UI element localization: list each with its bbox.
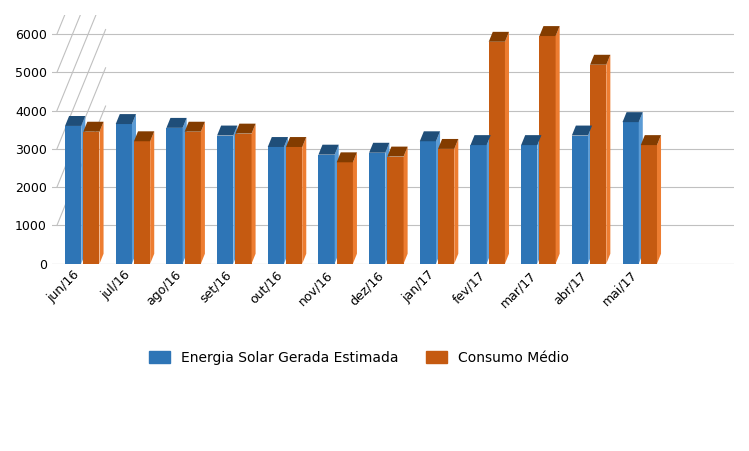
Bar [166,128,183,264]
Polygon shape [470,135,491,145]
Polygon shape [369,143,389,153]
Bar [622,122,639,264]
Bar [369,153,385,264]
Polygon shape [622,112,643,122]
Polygon shape [235,124,255,133]
Polygon shape [286,137,306,147]
Bar [217,135,233,264]
Polygon shape [419,131,440,141]
Polygon shape [639,112,643,264]
Polygon shape [267,137,288,147]
Bar [185,132,201,264]
Polygon shape [539,26,560,36]
Polygon shape [115,114,136,124]
Bar [235,133,252,264]
Polygon shape [488,32,509,42]
Polygon shape [284,137,288,264]
Polygon shape [505,32,509,264]
Polygon shape [166,118,187,128]
Polygon shape [65,116,85,126]
Bar [387,156,404,264]
Bar [539,36,556,264]
Polygon shape [183,118,187,264]
Polygon shape [185,122,205,132]
Bar [267,147,284,264]
Polygon shape [132,114,136,264]
Polygon shape [134,131,154,141]
Polygon shape [657,135,661,264]
Polygon shape [590,55,610,65]
Polygon shape [454,139,458,264]
Polygon shape [606,55,610,264]
Polygon shape [83,122,103,132]
Polygon shape [556,26,560,264]
Polygon shape [201,122,205,264]
Polygon shape [436,131,440,264]
Bar [419,141,436,264]
Bar [318,155,335,264]
Polygon shape [385,143,389,264]
Polygon shape [487,135,491,264]
Bar [470,145,487,264]
Bar [83,132,100,264]
Polygon shape [337,152,357,162]
Polygon shape [151,131,154,264]
Polygon shape [233,125,237,264]
Polygon shape [353,152,357,264]
Polygon shape [335,145,339,264]
Bar [337,162,353,264]
Polygon shape [588,125,592,264]
Polygon shape [521,135,542,145]
Polygon shape [81,116,85,264]
Polygon shape [537,135,542,264]
Polygon shape [438,139,458,149]
Bar [521,145,537,264]
Bar [590,65,606,264]
Polygon shape [571,125,592,135]
Polygon shape [302,137,306,264]
Polygon shape [217,125,237,135]
Bar [488,42,505,264]
Legend: Energia Solar Gerada Estimada, Consumo Médio: Energia Solar Gerada Estimada, Consumo M… [143,345,574,370]
Polygon shape [252,124,255,264]
Polygon shape [387,147,407,156]
Bar [134,141,151,264]
Bar [438,149,454,264]
Polygon shape [100,122,103,264]
Bar [115,124,132,264]
Bar [65,126,81,264]
Polygon shape [318,145,339,155]
Polygon shape [640,135,661,145]
Bar [571,135,588,264]
Bar [640,145,657,264]
Polygon shape [404,147,407,264]
Bar [286,147,302,264]
